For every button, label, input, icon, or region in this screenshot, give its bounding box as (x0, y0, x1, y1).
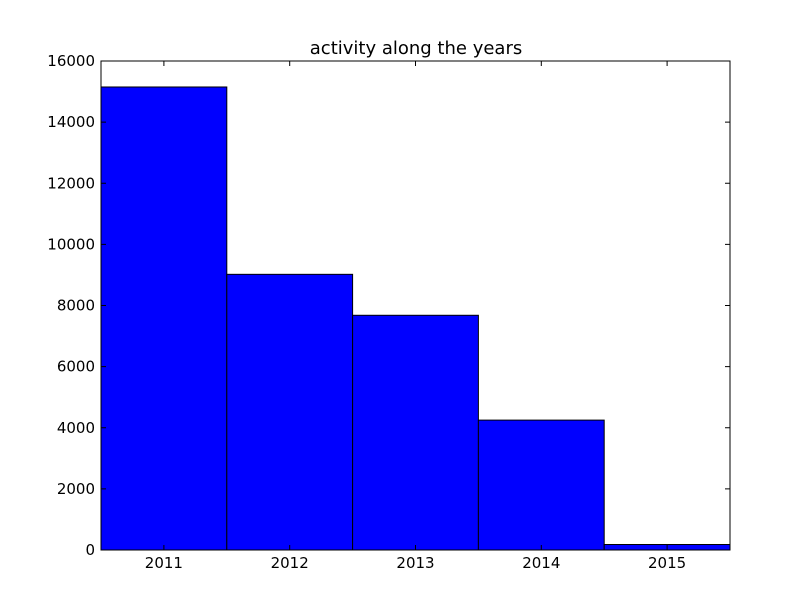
y-tick-label: 4000 (57, 419, 95, 437)
bar-2013 (352, 314, 479, 551)
x-tick-label: 2014 (522, 554, 560, 572)
ticks-group: 2011 2012 2013 2014 2015 0 2000 4000 6000 8000 100… (47, 52, 730, 572)
bars-group (100, 86, 731, 551)
x-tick-label: 2012 (271, 554, 309, 572)
plot-frame (100, 60, 731, 551)
bar-2011 (100, 86, 228, 551)
x-tick-label: 2015 (648, 554, 686, 572)
y-tick-label: 14000 (47, 113, 95, 131)
x-tick-label: 2011 (145, 554, 183, 572)
y-tick-label: 0 (85, 541, 95, 559)
x-tick-label: 2013 (396, 554, 434, 572)
y-tick-label: 16000 (47, 52, 95, 70)
bar-2012 (226, 273, 354, 551)
bar-2014 (477, 419, 605, 551)
y-tick-label: 8000 (57, 297, 95, 315)
y-tick-label: 6000 (57, 358, 95, 376)
y-tick-label: 2000 (57, 480, 95, 498)
y-tick-label: 12000 (47, 174, 95, 192)
chart-title: activity along the years (310, 38, 522, 59)
y-tick-label: 10000 (47, 235, 95, 253)
